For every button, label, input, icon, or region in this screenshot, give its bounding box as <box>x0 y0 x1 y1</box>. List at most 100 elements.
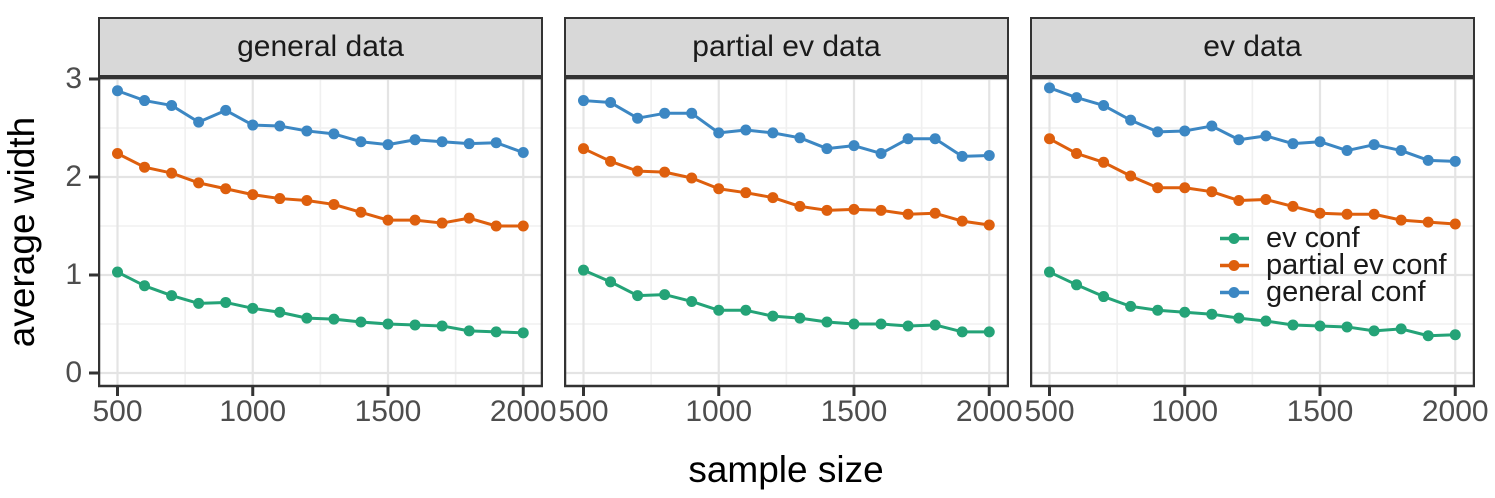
facet-strip: general data <box>98 17 543 77</box>
data-point <box>605 155 617 167</box>
data-point <box>1287 200 1299 212</box>
legend-key-point <box>1228 233 1240 244</box>
facet-strip: partial ev data <box>564 17 1009 77</box>
data-point <box>794 200 806 212</box>
data-point <box>220 296 232 308</box>
series-line-general-conf <box>116 89 524 154</box>
facet-panel <box>98 77 543 396</box>
data-point <box>1098 291 1110 303</box>
data-point <box>490 326 502 338</box>
data-point <box>875 204 887 216</box>
data-point <box>1233 195 1245 207</box>
x-tick-label: 1000 <box>685 395 753 428</box>
data-point <box>1044 82 1055 94</box>
y-axis-title: average width <box>1 116 42 348</box>
data-point <box>112 85 123 97</box>
data-point <box>902 208 914 220</box>
data-point <box>436 320 448 332</box>
x-tick-label: 2000 <box>489 395 557 428</box>
data-point <box>490 137 502 149</box>
data-point <box>686 295 698 307</box>
data-point <box>301 312 313 324</box>
data-point <box>247 302 259 314</box>
data-point <box>713 304 725 316</box>
data-point <box>409 319 421 331</box>
data-point <box>166 167 178 179</box>
data-point <box>1071 147 1083 159</box>
data-point <box>517 147 529 158</box>
legend-key-icon <box>1220 233 1249 244</box>
data-point <box>1071 92 1083 104</box>
data-point <box>1449 218 1461 230</box>
x-tick-label: 1000 <box>1151 395 1219 428</box>
data-point <box>382 318 394 330</box>
data-point <box>328 313 340 325</box>
data-point <box>929 319 941 331</box>
data-point <box>1341 145 1353 157</box>
data-point <box>1260 194 1272 206</box>
data-point <box>112 266 123 278</box>
data-point <box>1395 145 1407 157</box>
data-point <box>1206 186 1218 198</box>
y-tick-label: 0 <box>65 356 82 389</box>
data-point <box>1422 154 1434 166</box>
data-point <box>848 203 860 215</box>
data-point <box>1422 216 1434 228</box>
data-point <box>1233 134 1245 146</box>
data-point <box>794 132 806 144</box>
series-line-general-conf <box>1048 86 1456 163</box>
x-axis-title: sample size <box>688 449 884 490</box>
panel-border <box>564 77 1009 388</box>
data-point <box>659 289 671 301</box>
data-point <box>740 304 752 316</box>
data-point <box>1314 136 1326 148</box>
data-point <box>1125 114 1137 126</box>
data-point <box>1287 138 1299 150</box>
data-point <box>193 116 205 128</box>
x-tick-label: 2000 <box>955 395 1023 428</box>
data-point <box>1206 308 1218 320</box>
data-point <box>1179 306 1191 318</box>
data-point <box>848 140 860 152</box>
data-point <box>1368 325 1380 337</box>
legend: ev conf partial ev conf general conf <box>1218 224 1447 307</box>
data-point <box>409 134 421 146</box>
data-point <box>409 214 421 226</box>
data-point <box>659 107 671 119</box>
x-tick-label: 1500 <box>820 395 888 428</box>
data-point <box>301 125 313 137</box>
x-tick-label: 1500 <box>1286 395 1354 428</box>
data-point <box>166 99 178 111</box>
series-line-partial-ev-conf <box>1048 137 1456 226</box>
data-point <box>1071 279 1083 291</box>
data-point <box>929 133 941 145</box>
legend-item: ev conf <box>1218 224 1447 253</box>
data-point <box>767 127 779 139</box>
x-tick-label: 1500 <box>354 395 422 428</box>
data-point <box>382 214 394 226</box>
data-point <box>794 312 806 324</box>
data-point <box>1152 182 1164 194</box>
data-point <box>1179 125 1191 137</box>
x-tick-label: 500 <box>558 395 609 428</box>
data-point <box>713 127 725 139</box>
data-point <box>1206 120 1218 132</box>
data-point <box>1125 300 1137 312</box>
legend-key-point <box>1228 260 1240 271</box>
y-tick-label: 1 <box>65 258 82 291</box>
data-point <box>1314 207 1326 219</box>
legend-key-icon <box>1220 287 1249 298</box>
data-point <box>821 143 833 155</box>
x-tick-label: 2000 <box>1421 395 1489 428</box>
data-point <box>1044 133 1055 145</box>
data-point <box>436 217 448 229</box>
data-point <box>166 290 178 302</box>
data-point <box>659 166 671 178</box>
data-point <box>983 219 995 231</box>
data-point <box>1368 208 1380 220</box>
data-point <box>902 133 914 145</box>
data-point <box>274 193 286 205</box>
data-point <box>1152 126 1164 138</box>
data-point <box>848 318 860 330</box>
series-line-partial-ev-conf <box>582 147 990 227</box>
